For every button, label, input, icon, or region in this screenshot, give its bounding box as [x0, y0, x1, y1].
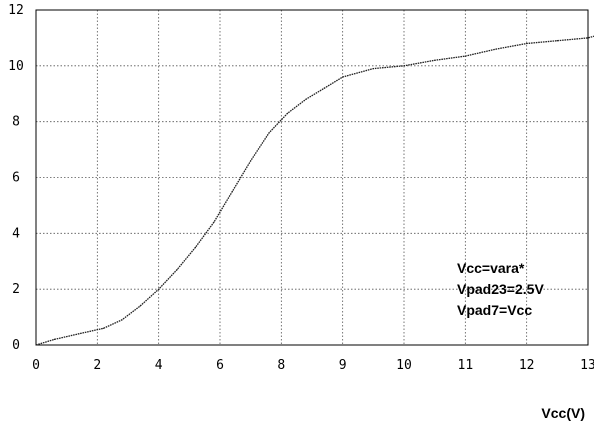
x-tick-label: 10: [396, 358, 412, 373]
data-point: [176, 269, 178, 271]
data-point: [139, 305, 141, 307]
y-tick-labels: 0 2 4 6 8 10 12: [8, 3, 24, 353]
annotation-line: Vpad23=2.5V: [457, 281, 544, 297]
y-tick-label: 12: [8, 3, 24, 18]
horizontal-gridlines: [36, 65, 588, 290]
annotation-line: Vpad7=Vcc: [457, 302, 532, 318]
data-point: [231, 190, 233, 193]
x-tick-label: 0: [32, 358, 40, 373]
data-point: [213, 221, 215, 223]
y-tick-label: 10: [8, 59, 24, 74]
data-point: [78, 333, 80, 335]
x-axis-title: Vcc(V): [541, 405, 585, 421]
data-point: [495, 48, 497, 50]
data-point: [587, 37, 589, 39]
x-tick-label: 9: [339, 358, 347, 373]
data-point: [372, 68, 374, 70]
x-tick-label: 6: [216, 358, 224, 373]
data-point: [305, 98, 307, 100]
annotation-block: Vcc=vara* Vpad23=2.5V Vpad7=Vcc: [457, 260, 544, 318]
x-tick-label: 13: [580, 358, 594, 373]
data-point: [342, 76, 344, 78]
x-tick-label: 4: [155, 358, 163, 373]
y-tick-label: 0: [12, 338, 20, 353]
x-tick-label: 2: [93, 358, 101, 373]
data-point: [35, 344, 37, 346]
y-tick-label: 4: [12, 226, 20, 241]
data-point: [268, 132, 270, 134]
data-point: [323, 87, 325, 89]
data-point: [464, 55, 466, 57]
data-point: [158, 288, 160, 290]
data-point: [194, 246, 197, 248]
data-point: [250, 160, 252, 162]
y-tick-label: 6: [12, 171, 20, 186]
plot-frame: [35, 9, 589, 346]
y-tick-label: 8: [12, 115, 20, 130]
data-point: [286, 112, 289, 114]
data-point: [121, 319, 123, 321]
x-tick-label: 12: [519, 358, 535, 373]
data-point: [53, 338, 56, 340]
data-point: [403, 65, 405, 67]
series-layer: [35, 35, 594, 346]
x-tick-label: 8: [277, 358, 285, 373]
annotation-line: Vcc=vara*: [457, 260, 525, 276]
data-point: [556, 40, 558, 42]
data-point: [102, 327, 105, 329]
data-point: [526, 42, 528, 45]
y-tick-label: 2: [12, 282, 20, 297]
x-tick-labels: 0 2 4 6 8 9 10 11 12 13: [32, 358, 594, 373]
data-point: [434, 59, 436, 61]
x-tick-label: 11: [458, 358, 474, 373]
